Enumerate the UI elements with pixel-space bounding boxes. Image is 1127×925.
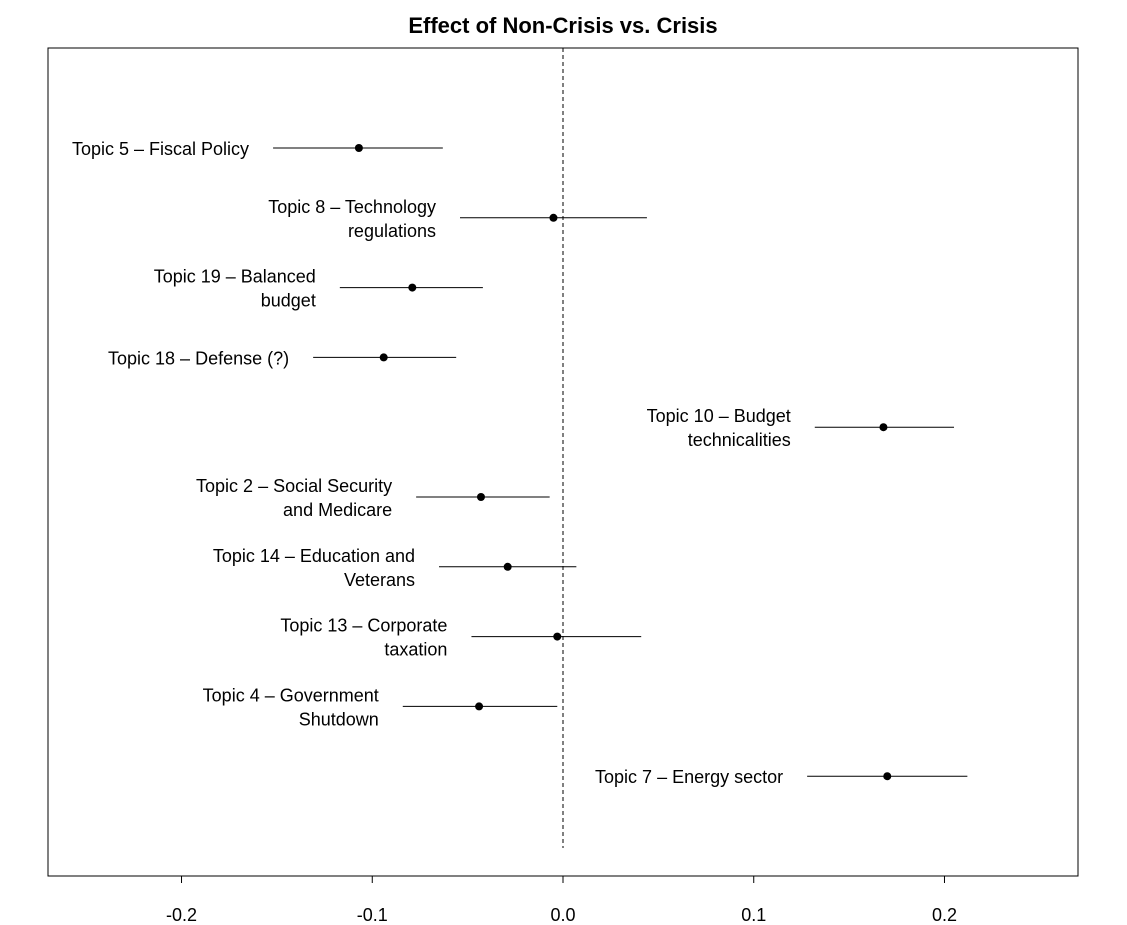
topic-label: Topic 5 – Fiscal Policy — [72, 139, 249, 159]
point-estimate — [408, 283, 417, 292]
point-estimate — [354, 144, 363, 152]
topic-label: Topic 2 – Social Security and Medicare — [196, 476, 392, 520]
topic-label-line: regulations — [348, 221, 436, 241]
topic-label: Topic 14 – Education and Veterans — [213, 546, 415, 590]
topic-label-line: Topic 18 – Defense (?) — [108, 348, 289, 368]
point-estimate — [379, 353, 388, 362]
topic-label-line: Topic 8 – Technology — [268, 197, 436, 217]
topic-label-line: Veterans — [344, 570, 415, 590]
topic-label-line: Shutdown — [299, 709, 379, 729]
estimate-row: Topic 7 – Energy sector — [595, 767, 968, 787]
estimate-row: Topic 18 – Defense (?) — [108, 348, 457, 368]
topic-label: Topic 8 – Technology regulations — [268, 197, 436, 241]
topic-label-line: Topic 10 – Budget — [647, 406, 791, 426]
topic-label-line: Topic 4 – Government — [203, 685, 379, 705]
point-estimate — [883, 772, 892, 781]
point-estimate — [549, 213, 558, 222]
topic-label-line: Topic 14 – Education and — [213, 546, 415, 566]
topic-label: Topic 18 – Defense (?) — [108, 348, 289, 368]
topic-label-line: taxation — [384, 640, 447, 660]
x-tick-label: -0.2 — [166, 905, 197, 925]
topic-label-line: technicalities — [688, 430, 791, 450]
point-estimate — [879, 423, 888, 432]
estimate-row: Topic 19 – Balanced budget — [154, 267, 483, 311]
estimate-row: Topic 14 – Education and Veterans — [213, 546, 577, 590]
point-estimate — [503, 562, 512, 571]
topic-label-line: Topic 7 – Energy sector — [595, 767, 783, 787]
x-tick-label: 0.1 — [741, 905, 766, 925]
chart-title: Effect of Non-Crisis vs. Crisis — [408, 13, 717, 38]
points-group: Topic 5 – Fiscal Policy Topic 8 – Technol… — [72, 139, 968, 787]
topic-label-line: Topic 2 – Social Security — [196, 476, 392, 496]
point-estimate — [475, 702, 484, 711]
topic-label-line: budget — [261, 291, 316, 311]
estimate-row: Topic 13 – Corporate taxation — [280, 616, 642, 660]
estimate-row: Topic 10 – Budget technicalities — [647, 406, 955, 450]
estimate-row: Topic 5 – Fiscal Policy — [72, 139, 443, 159]
x-tick-label: 0.2 — [932, 905, 957, 925]
x-tick-label: -0.1 — [357, 905, 388, 925]
topic-label: Topic 10 – Budget technicalities — [647, 406, 791, 450]
topic-label: Topic 7 – Energy sector — [595, 767, 783, 787]
topic-label: Topic 19 – Balanced budget — [154, 267, 316, 311]
topic-label-line: and Medicare — [283, 500, 392, 520]
estimate-row: Topic 4 – Government Shutdown — [203, 685, 558, 729]
point-estimate — [476, 493, 485, 501]
point-estimate — [553, 632, 562, 641]
topic-label-line: Topic 13 – Corporate — [280, 616, 447, 636]
topic-label-line: Topic 5 – Fiscal Policy — [72, 139, 249, 159]
estimate-row: Topic 2 – Social Security and Medicare — [196, 476, 550, 520]
x-axis: -0.2 -0.1 0.0 0.1 0.2 — [166, 876, 957, 925]
x-tick-label: 0.0 — [550, 905, 575, 925]
estimate-row: Topic 8 – Technology regulations — [268, 197, 647, 241]
topic-label: Topic 13 – Corporate taxation — [280, 616, 447, 660]
topic-label-line: Topic 19 – Balanced — [154, 267, 316, 287]
topic-label: Topic 4 – Government Shutdown — [203, 685, 379, 729]
